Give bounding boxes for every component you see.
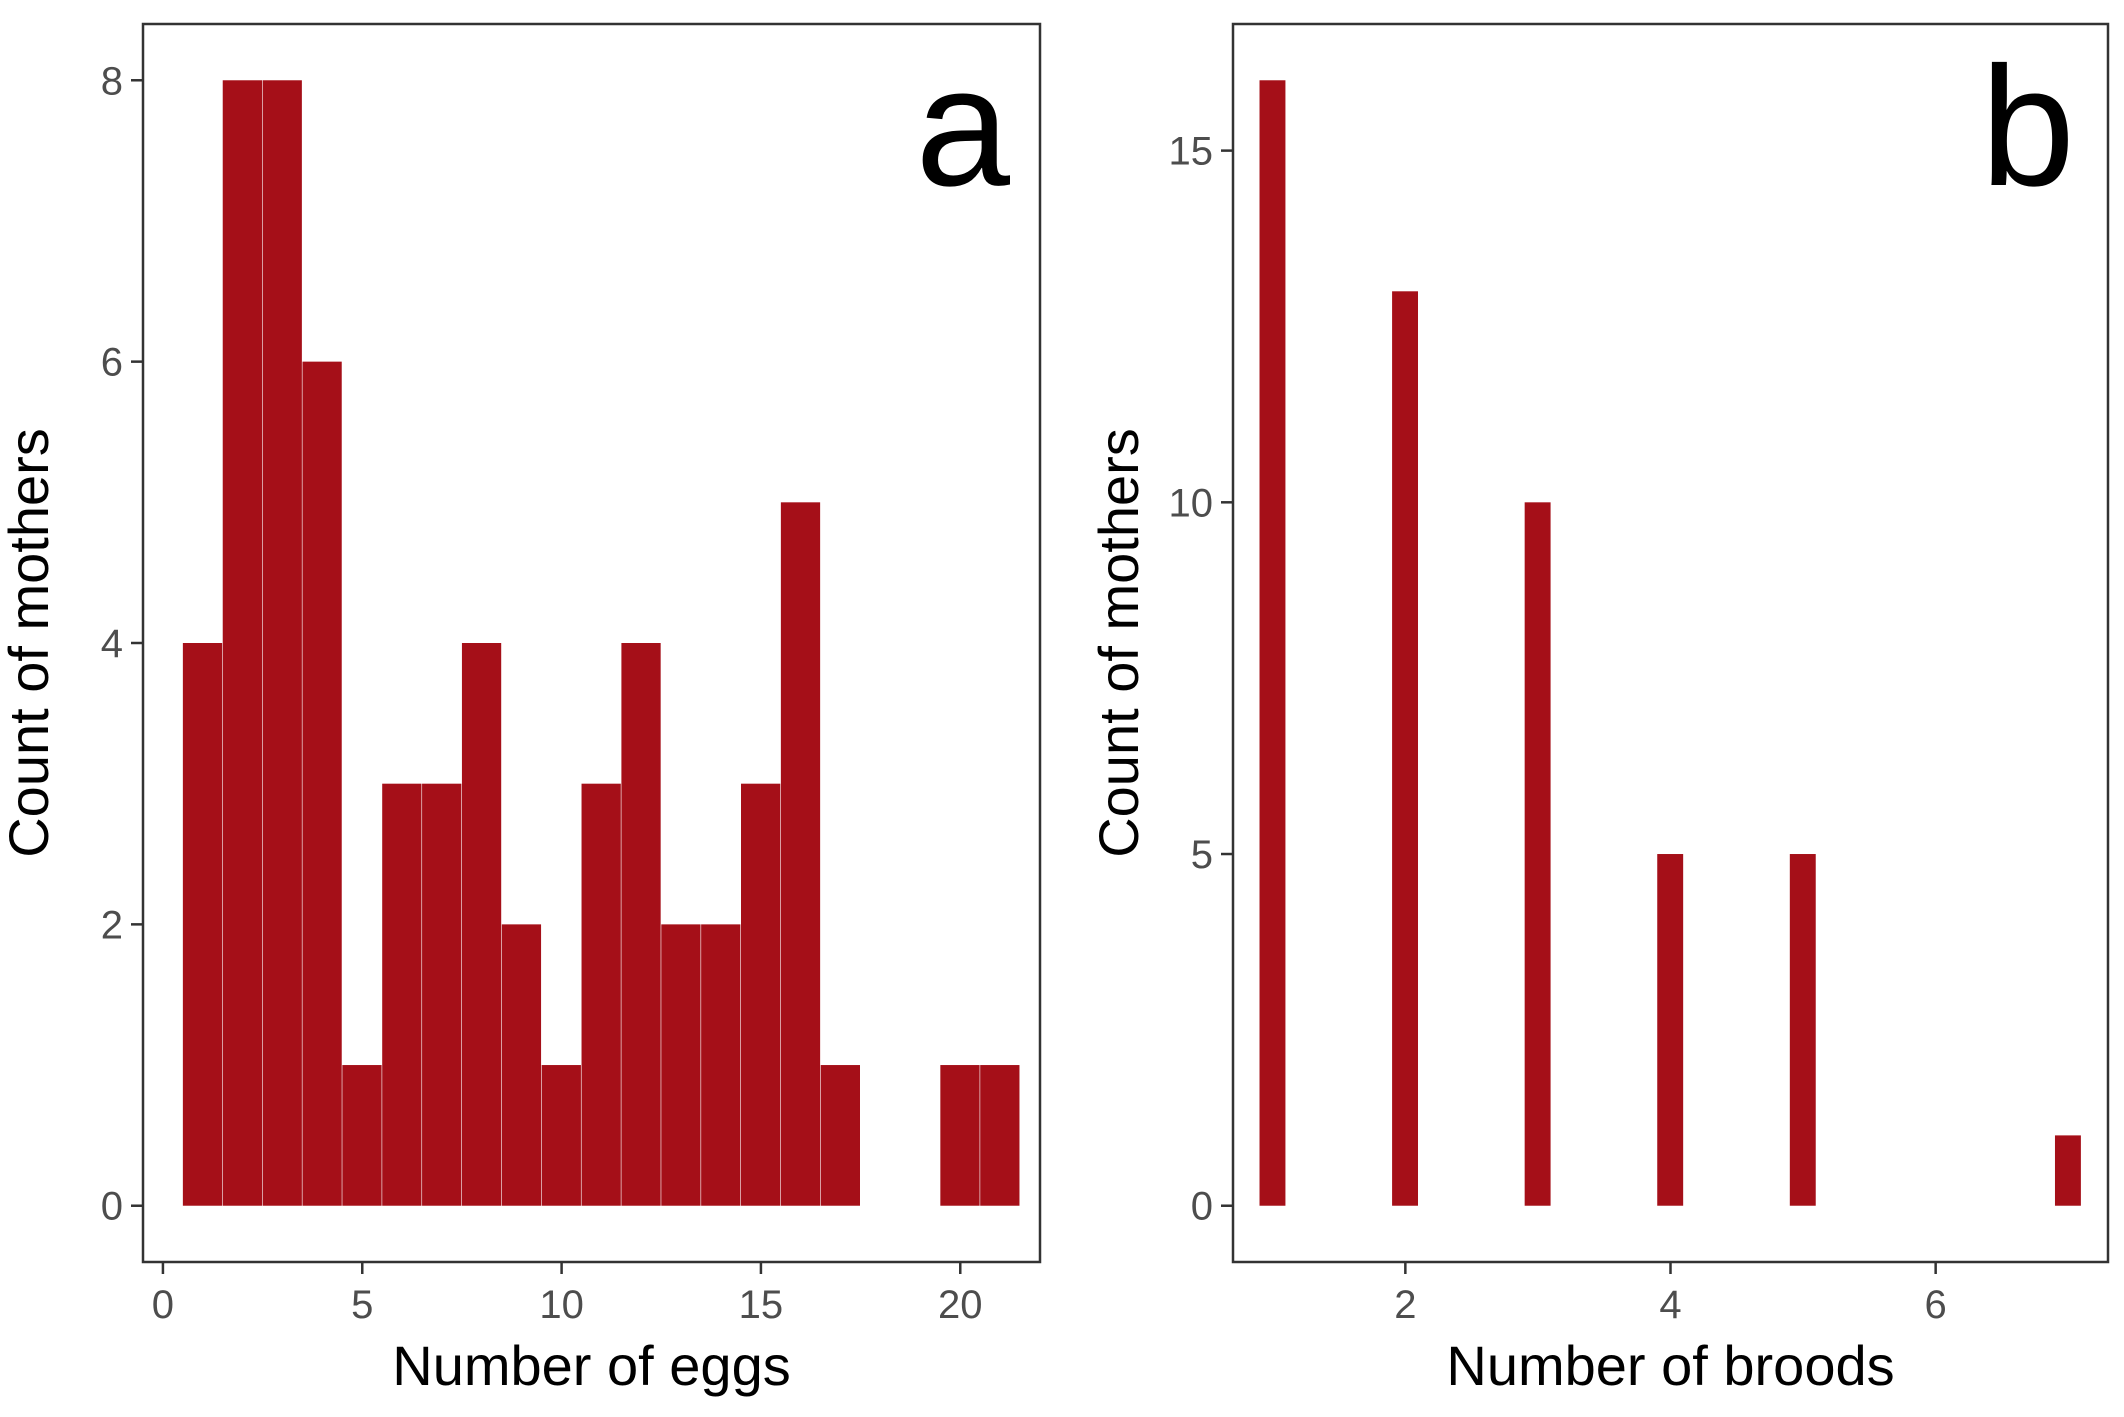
x-tick-label: 6 — [1925, 1283, 1947, 1327]
x-axis-title: Number of broods — [1446, 1334, 1894, 1397]
panel-b-broods-histogram: 0 5 10 15 2 4 6 Number of broods Count of mother… — [1087, 22, 2110, 1397]
bar-a-4 — [302, 361, 342, 1206]
bar-a-14 — [701, 924, 741, 1206]
bar-a-7 — [422, 783, 462, 1206]
y-tick-label: 0 — [1191, 1185, 1213, 1229]
bar-a-1 — [182, 643, 223, 1206]
y-tick-label: 5 — [1191, 833, 1213, 877]
panel-a-eggs-histogram: 0 2 4 6 8 0 5 10 15 20 Number of eggs Count of moth… — [0, 22, 1042, 1397]
x-tick-label: 4 — [1659, 1283, 1681, 1327]
bar-a-8 — [461, 643, 502, 1206]
bar-a-21 — [980, 1065, 1020, 1206]
y-tick-label: 6 — [101, 341, 123, 385]
bar-b-7 — [2054, 1135, 2081, 1206]
panel-letter: a — [915, 32, 1010, 222]
y-tick-label: 0 — [101, 1185, 123, 1229]
y-axis-title: Count of mothers — [0, 428, 60, 858]
bar-b-1 — [1259, 80, 1286, 1206]
x-axis-title: Number of eggs — [392, 1334, 790, 1397]
bar-a-15 — [741, 783, 781, 1206]
panel-letter: b — [1980, 32, 2075, 222]
y-tick-label: 15 — [1169, 130, 1214, 174]
bar-a-11 — [581, 783, 621, 1206]
bar-b-2 — [1392, 291, 1419, 1206]
x-tick-label: 0 — [152, 1283, 174, 1327]
bar-a-16 — [780, 502, 821, 1206]
x-tick-label: 15 — [739, 1283, 784, 1327]
bar-a-6 — [382, 783, 422, 1206]
bar-a-20 — [940, 1065, 980, 1206]
bar-a-17 — [820, 1065, 860, 1206]
y-axis-title: Count of mothers — [1087, 428, 1150, 858]
bar-a-9 — [501, 924, 542, 1206]
bar-a-3 — [262, 80, 302, 1206]
bar-a-10 — [541, 1065, 581, 1206]
y-tick-label: 2 — [101, 903, 123, 947]
bar-a-13 — [661, 924, 701, 1206]
y-tick-label: 8 — [101, 59, 123, 103]
x-tick-label: 5 — [351, 1283, 373, 1327]
x-tick-label: 20 — [938, 1283, 983, 1327]
bar-b-5 — [1789, 854, 1816, 1206]
bar-a-2 — [222, 80, 262, 1206]
bar-b-3 — [1524, 502, 1551, 1206]
x-tick-label: 2 — [1394, 1283, 1416, 1327]
bar-a-12 — [621, 643, 661, 1206]
y-tick-label: 4 — [101, 622, 123, 666]
bar-b-4 — [1657, 854, 1684, 1206]
x-tick-label: 10 — [539, 1283, 584, 1327]
bar-a-5 — [342, 1065, 382, 1206]
y-tick-label: 10 — [1169, 481, 1214, 525]
